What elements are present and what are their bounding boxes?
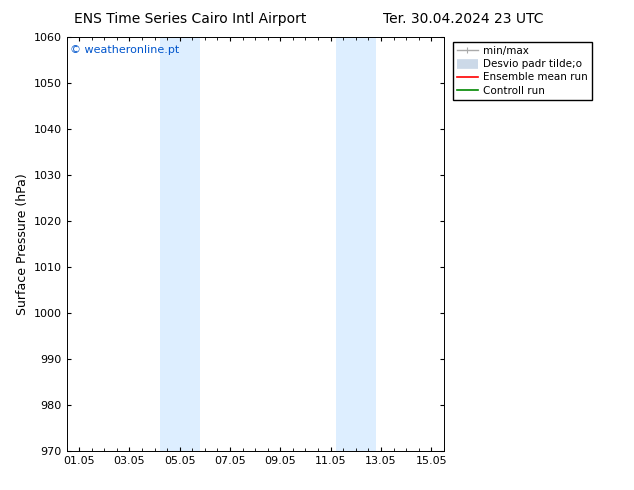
- Y-axis label: Surface Pressure (hPa): Surface Pressure (hPa): [16, 173, 29, 315]
- Legend: min/max, Desvio padr tilde;o, Ensemble mean run, Controll run: min/max, Desvio padr tilde;o, Ensemble m…: [453, 42, 592, 99]
- Text: © weatheronline.pt: © weatheronline.pt: [70, 45, 179, 55]
- Bar: [335, 37, 376, 451]
- Bar: [160, 37, 200, 451]
- Text: Ter. 30.04.2024 23 UTC: Ter. 30.04.2024 23 UTC: [382, 12, 543, 26]
- Text: ENS Time Series Cairo Intl Airport: ENS Time Series Cairo Intl Airport: [74, 12, 306, 26]
